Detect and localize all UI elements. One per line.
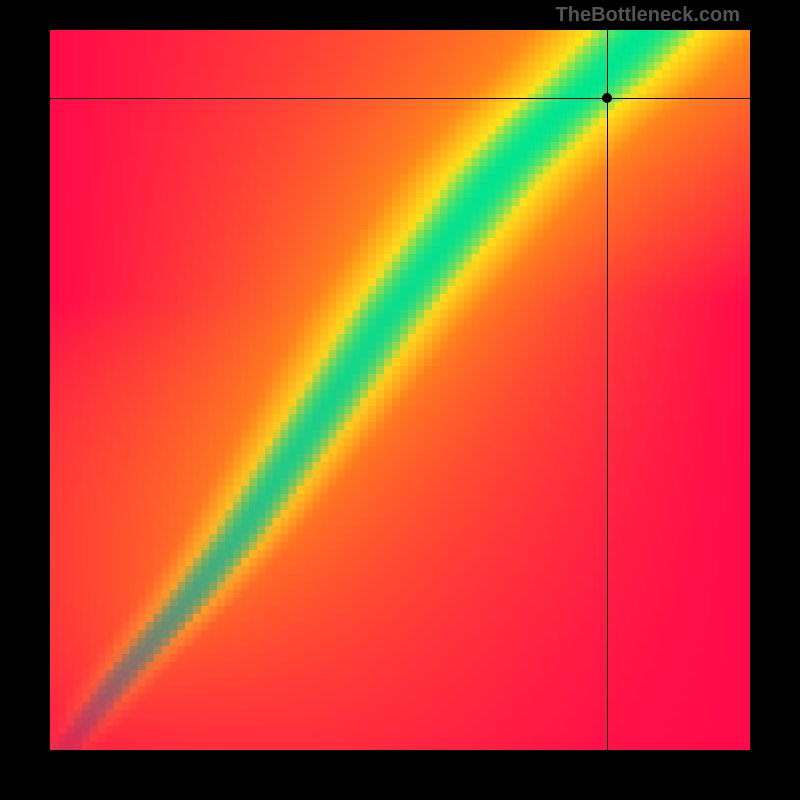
heatmap-canvas bbox=[50, 30, 750, 750]
crosshair-vertical bbox=[607, 30, 608, 750]
crosshair-horizontal bbox=[50, 98, 750, 99]
crosshair-marker bbox=[602, 93, 612, 103]
watermark-text: TheBottleneck.com bbox=[556, 4, 740, 27]
